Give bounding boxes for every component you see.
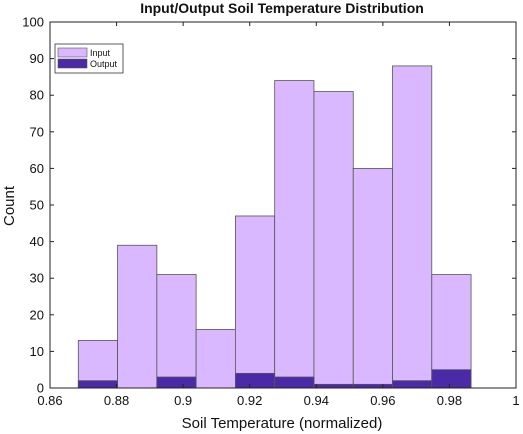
- x-tick-label: 0.86: [37, 393, 62, 408]
- output-bar: [77, 380, 118, 389]
- output-bar: [392, 380, 433, 389]
- y-tick-label: 100: [22, 15, 44, 30]
- output-bar: [352, 383, 393, 389]
- y-tick-label: 10: [30, 344, 44, 359]
- x-tick-label: 0.96: [370, 393, 395, 408]
- x-tick-label: 1: [512, 393, 519, 408]
- chart-title: Input/Output Soil Temperature Distributi…: [140, 0, 424, 16]
- y-tick-label: 0: [37, 381, 44, 396]
- x-tick-label: 0.94: [304, 393, 329, 408]
- y-tick-label: 50: [30, 198, 44, 213]
- x-tick-label: 0.88: [104, 393, 129, 408]
- x-tick-label: 0.9: [174, 393, 192, 408]
- y-tick-label: 90: [30, 51, 44, 66]
- output-bar: [156, 376, 197, 389]
- input-bar: [195, 329, 236, 389]
- input-bar: [156, 274, 197, 389]
- output-bar: [431, 369, 472, 389]
- input-bar: [274, 80, 315, 389]
- input-bar: [313, 91, 354, 389]
- bars-layer: [77, 65, 472, 389]
- y-tick-label: 70: [30, 124, 44, 139]
- x-axis-label: Soil Temperature (normalized): [182, 415, 383, 432]
- input-bar: [352, 167, 393, 389]
- legend-swatch-input: [57, 47, 88, 58]
- legend-swatch-output: [57, 58, 88, 69]
- y-tick-label: 30: [30, 271, 44, 286]
- output-bar: [235, 372, 276, 389]
- y-tick-label: 80: [30, 88, 44, 103]
- y-tick-label: 60: [30, 161, 44, 176]
- input-bar: [431, 274, 472, 389]
- input-bar: [77, 340, 118, 389]
- x-tick-label: 0.92: [237, 393, 262, 408]
- input-bar: [235, 215, 276, 389]
- output-bar: [313, 383, 354, 389]
- legend-label-input: Input: [90, 48, 111, 58]
- input-bar: [392, 65, 433, 389]
- input-bar: [117, 244, 158, 389]
- output-bar: [274, 376, 315, 389]
- y-tick-label: 20: [30, 307, 44, 322]
- y-tick-label: 40: [30, 234, 44, 249]
- axes-layer: 0.86 0.88 0.9 0.92 0.94 0.96 0.98 1010203040506…: [22, 15, 519, 409]
- y-axis-label: Count: [1, 185, 18, 226]
- x-tick-label: 0.98: [437, 393, 462, 408]
- legend-label-output: Output: [90, 59, 118, 69]
